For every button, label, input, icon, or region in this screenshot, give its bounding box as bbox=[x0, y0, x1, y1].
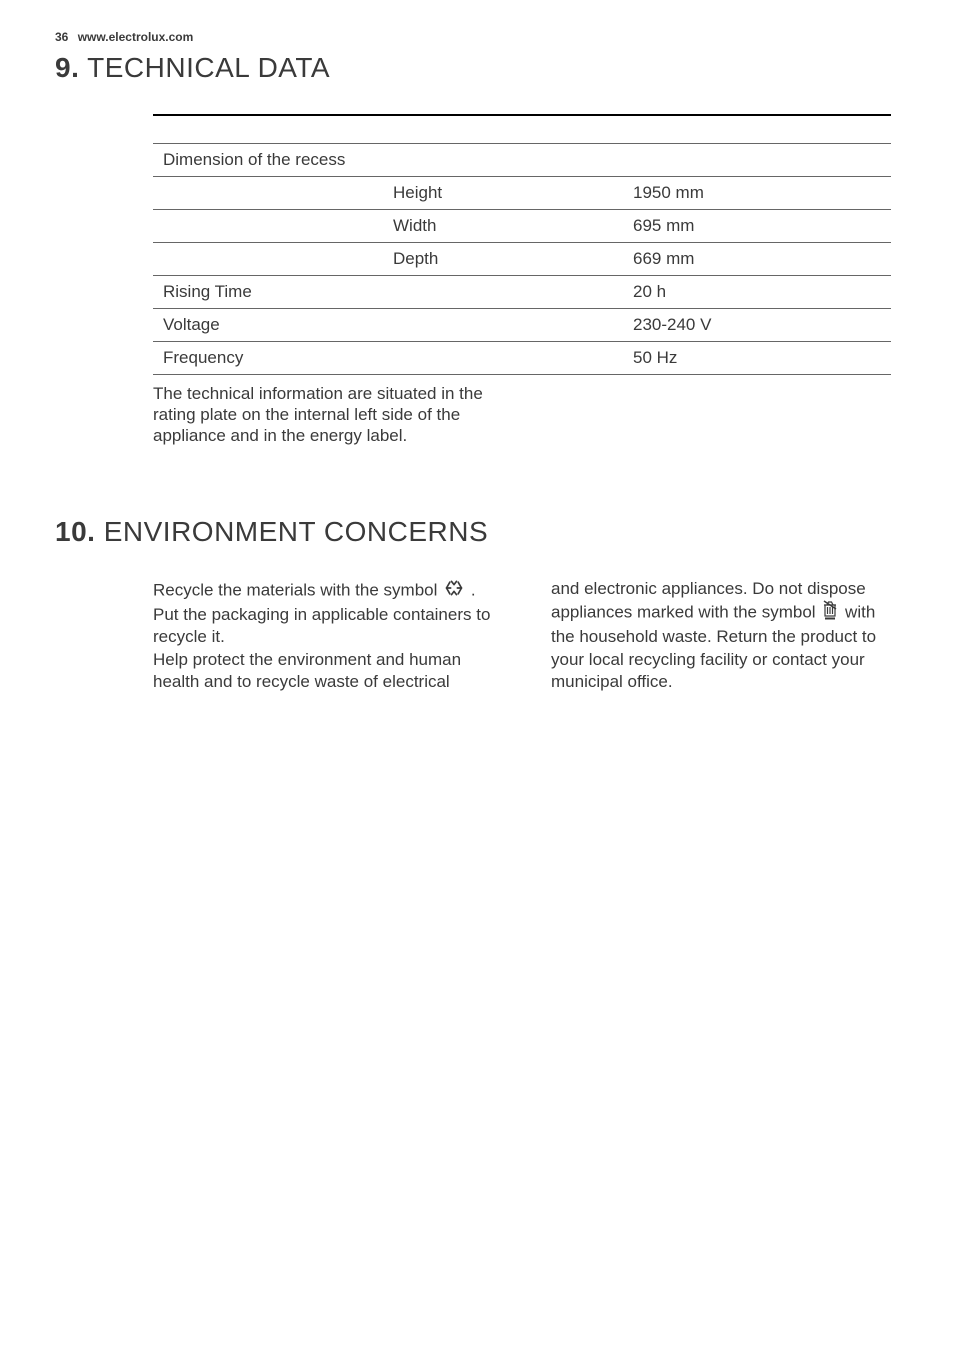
env-text: and electronic appliances. Do not dispos… bbox=[551, 579, 866, 622]
technical-data-table: Dimension of the recess Height 1950 mm W… bbox=[153, 114, 891, 375]
table-row bbox=[153, 115, 891, 143]
section-10-title: 10. ENVIRONMENT CONCERNS bbox=[55, 516, 899, 548]
environment-col-2: and electronic appliances. Do not dispos… bbox=[551, 578, 899, 692]
table-row: Frequency 50 Hz bbox=[153, 341, 891, 374]
page-header: 36 www.electrolux.com bbox=[55, 30, 899, 44]
table-row: Depth 669 mm bbox=[153, 242, 891, 275]
section-9-title: 9. TECHNICAL DATA bbox=[55, 52, 899, 84]
technical-note: The technical information are situated i… bbox=[153, 383, 513, 447]
table-row: Rising Time 20 h bbox=[153, 275, 891, 308]
env-text: Help protect the environment and human h… bbox=[153, 650, 461, 691]
environment-col-1: Recycle the materials with the symbol . … bbox=[153, 578, 501, 692]
table-row: Height 1950 mm bbox=[153, 176, 891, 209]
environment-columns: Recycle the materials with the symbol . … bbox=[153, 578, 899, 692]
table-row: Voltage 230-240 V bbox=[153, 308, 891, 341]
section-9-heading: TECHNICAL DATA bbox=[87, 52, 330, 83]
page-number: 36 bbox=[55, 30, 68, 44]
section-9-number: 9. bbox=[55, 52, 79, 83]
table-row: Dimension of the recess bbox=[153, 143, 891, 176]
table-row: Width 695 mm bbox=[153, 209, 891, 242]
section-10-number: 10. bbox=[55, 516, 95, 547]
section-10: 10. ENVIRONMENT CONCERNS Recycle the mat… bbox=[55, 516, 899, 692]
header-url: www.electrolux.com bbox=[78, 30, 194, 44]
section-10-heading: ENVIRONMENT CONCERNS bbox=[104, 516, 488, 547]
dimension-label: Dimension of the recess bbox=[153, 143, 383, 176]
recycle-icon bbox=[444, 578, 464, 604]
weee-bin-icon bbox=[822, 600, 838, 626]
env-text: Recycle the materials with the symbol bbox=[153, 581, 437, 600]
